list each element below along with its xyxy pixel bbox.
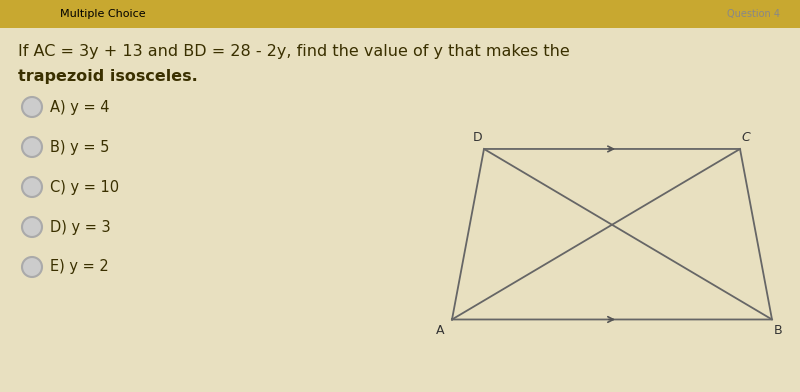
Text: E) y = 2: E) y = 2 [50, 260, 109, 274]
Bar [0, 0, 800, 28]
Circle shape [22, 257, 42, 277]
Text: D) y = 3: D) y = 3 [50, 220, 110, 234]
Circle shape [22, 177, 42, 197]
Text: If AC = 3y + 13 and BD = 28 - 2y, find the value of y that makes the: If AC = 3y + 13 and BD = 28 - 2y, find t… [18, 44, 570, 59]
Circle shape [22, 217, 42, 237]
Text: A) y = 4: A) y = 4 [50, 100, 110, 114]
Text: trapezoid isosceles.: trapezoid isosceles. [18, 69, 198, 84]
Circle shape [22, 97, 42, 117]
Text: A: A [436, 325, 444, 338]
Text: Question 4: Question 4 [727, 9, 780, 19]
Text: C: C [742, 131, 750, 144]
Text: D: D [473, 131, 483, 144]
Text: B) y = 5: B) y = 5 [50, 140, 110, 154]
Circle shape [22, 137, 42, 157]
Text: C) y = 10: C) y = 10 [50, 180, 119, 194]
Text: B: B [774, 325, 782, 338]
Text: Multiple Choice: Multiple Choice [60, 9, 146, 19]
